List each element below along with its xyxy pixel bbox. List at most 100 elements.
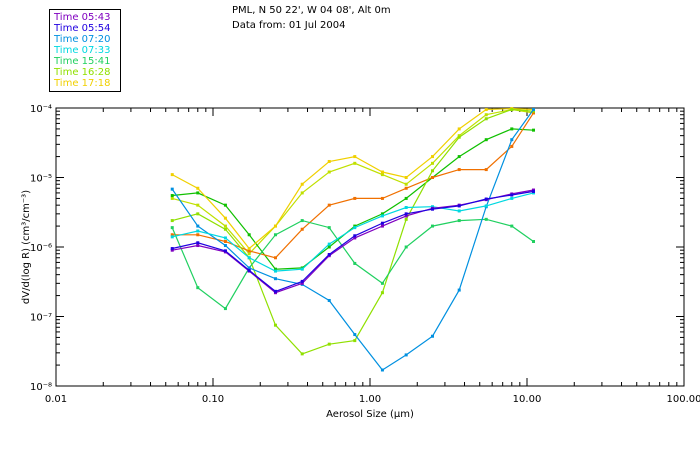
x-axis-label: Aerosol Size (µm) (326, 409, 414, 420)
data-point (531, 189, 535, 193)
data-point (404, 186, 408, 190)
data-point (223, 224, 227, 228)
data-point (380, 196, 384, 200)
legend: Time 05:43 Time 05:54 Time 07:20 Time 07… (49, 9, 121, 92)
data-point (223, 227, 227, 231)
chart-title: PML, N 50 22', W 04 08', Alt 0m (232, 5, 391, 16)
data-point (430, 334, 434, 338)
data-point (484, 204, 488, 208)
data-point (273, 256, 277, 260)
x-tick-label: 10.00 (513, 394, 542, 405)
y-tick-label: 10⁻⁷ (30, 313, 52, 324)
legend-item-1628: Time 16:28 (54, 67, 111, 78)
data-point (300, 281, 304, 285)
data-point (327, 298, 331, 302)
data-point (170, 194, 174, 198)
series-layer (170, 107, 535, 372)
data-point (380, 224, 384, 228)
y-tick-label: 10⁻⁶ (30, 243, 52, 254)
data-point (170, 233, 174, 237)
data-point (484, 168, 488, 172)
data-point (327, 226, 331, 230)
data-point (353, 155, 357, 159)
data-point (300, 227, 304, 231)
series-9 (170, 108, 535, 256)
data-point (196, 229, 200, 233)
data-point (170, 187, 174, 191)
data-point (327, 159, 331, 163)
data-point (196, 286, 200, 290)
data-point (404, 353, 408, 357)
y-tick-label: 10⁻⁴ (30, 104, 52, 115)
series-line (172, 112, 535, 259)
data-point (380, 291, 384, 295)
data-point (300, 279, 304, 283)
x-tick-label: 1.00 (359, 394, 381, 405)
data-point (196, 212, 200, 216)
data-point (353, 234, 357, 238)
legend-item-0554: Time 05:54 (54, 23, 111, 34)
data-point (380, 212, 384, 216)
data-point (510, 108, 514, 112)
data-point (510, 193, 514, 197)
axis-ticks (55, 108, 684, 387)
data-point (196, 203, 200, 207)
data-point (170, 219, 174, 223)
data-point (404, 206, 408, 210)
data-point (510, 196, 514, 200)
data-point (353, 196, 357, 200)
series-5 (170, 108, 535, 356)
data-point (457, 219, 461, 223)
data-point (170, 196, 174, 200)
tick-labels: 0.01 0.10 1.00 10.00 100.00 10⁻⁸ 10⁻⁷ 10⁻⁶ 10⁻⁵ 1… (30, 104, 700, 405)
data-point (430, 207, 434, 211)
data-point (273, 233, 277, 237)
data-point (327, 242, 331, 246)
legend-item-0733: Time 07:33 (54, 45, 111, 56)
data-point (223, 216, 227, 220)
data-point (531, 111, 535, 115)
data-point (300, 219, 304, 223)
data-point (196, 241, 200, 245)
data-point (273, 224, 277, 228)
data-point (404, 196, 408, 200)
data-point (223, 244, 227, 248)
data-point (380, 221, 384, 225)
data-point (273, 269, 277, 273)
series-1 (170, 189, 535, 293)
data-point (457, 127, 461, 131)
data-point (196, 186, 200, 190)
data-point (170, 247, 174, 251)
data-point (223, 307, 227, 311)
data-point (247, 247, 251, 251)
data-point (353, 161, 357, 165)
data-point (430, 155, 434, 159)
data-point (531, 239, 535, 243)
data-point (380, 170, 384, 174)
data-point (327, 245, 331, 249)
series-line (172, 108, 534, 255)
data-point (247, 266, 251, 270)
data-point (531, 128, 535, 132)
data-point (510, 144, 514, 148)
data-point (430, 224, 434, 228)
data-point (484, 217, 488, 221)
data-point (457, 204, 461, 208)
data-point (353, 339, 357, 343)
data-point (404, 214, 408, 218)
data-point (510, 138, 514, 142)
data-point (404, 217, 408, 221)
data-point (531, 108, 535, 112)
data-point (247, 268, 251, 272)
data-point (380, 281, 384, 285)
data-point (484, 117, 488, 121)
x-tick-label: 0.01 (45, 394, 67, 405)
chart-subtitle: Data from: 01 Jul 2004 (232, 20, 346, 31)
data-point (223, 239, 227, 243)
data-point (196, 191, 200, 195)
series-6 (170, 107, 535, 251)
data-point (300, 182, 304, 186)
data-point (510, 127, 514, 131)
legend-item-0720: Time 07:20 (54, 34, 111, 45)
